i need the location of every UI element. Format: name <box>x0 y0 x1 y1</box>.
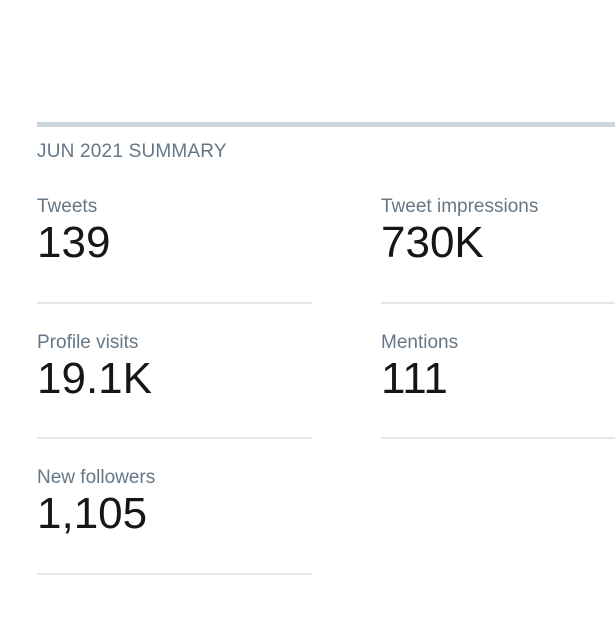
stat-value: 19.1K <box>37 354 152 403</box>
stat-label: Profile visits <box>37 332 139 353</box>
stat-value: 111 <box>381 354 448 403</box>
summary-heading: JUN 2021 SUMMARY <box>37 141 227 162</box>
divider <box>381 302 615 304</box>
stat-value: 1,105 <box>37 489 148 538</box>
stat-value: 139 <box>37 218 111 267</box>
divider <box>37 302 312 304</box>
stat-label: New followers <box>37 467 156 488</box>
stat-label: Tweet impressions <box>381 196 539 217</box>
stat-label: Mentions <box>381 332 459 353</box>
divider <box>37 437 312 439</box>
stat-new-followers: New followers 1,105 <box>37 467 155 539</box>
summary-top-border <box>37 122 615 127</box>
stat-tweets: Tweets 139 <box>37 196 110 268</box>
stat-value: 730K <box>381 218 484 267</box>
stat-tweet-impressions: Tweet impressions 730K <box>381 196 538 268</box>
stat-label: Tweets <box>37 196 98 217</box>
divider <box>381 437 615 439</box>
divider <box>37 573 312 575</box>
stat-profile-visits: Profile visits 19.1K <box>37 332 152 404</box>
stat-mentions: Mentions 111 <box>381 332 458 404</box>
